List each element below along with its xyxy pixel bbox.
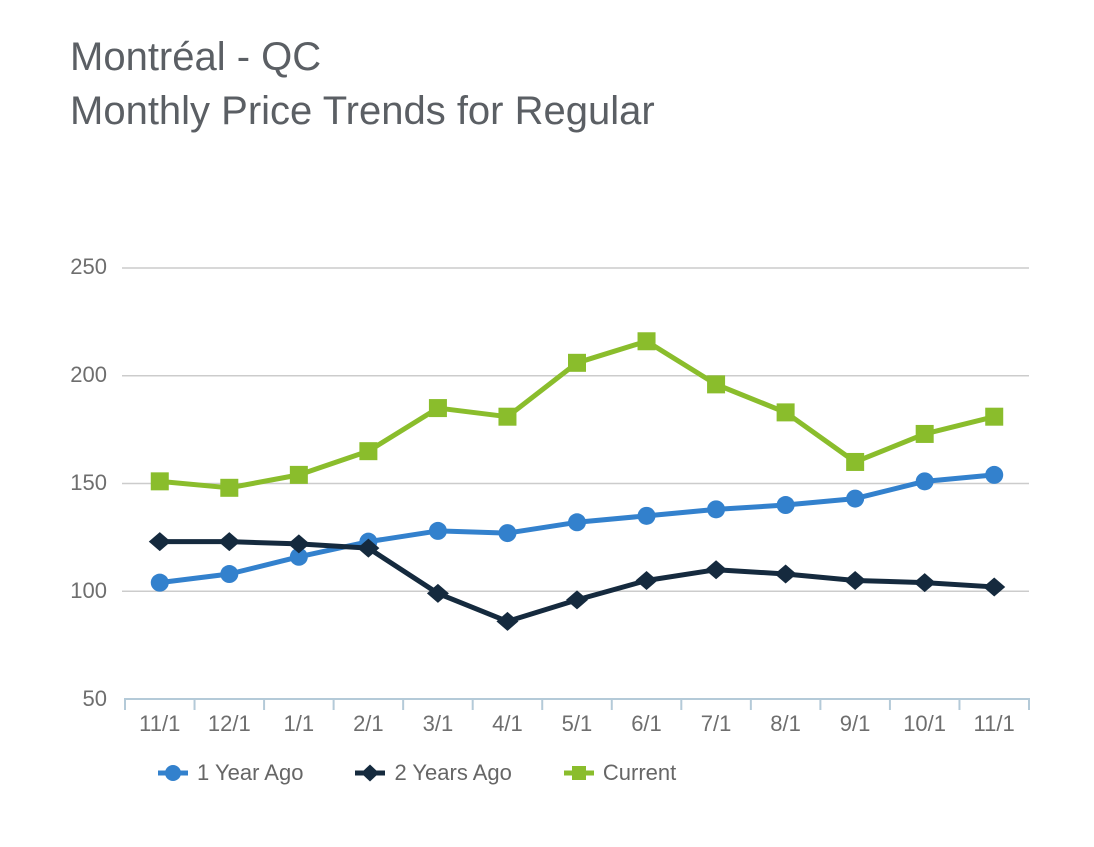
x-tick-label: 6/1 <box>631 711 662 736</box>
chart-title-location: Montréal - QC <box>70 35 322 79</box>
x-tick-label: 8/1 <box>770 711 801 736</box>
x-tick-label: 2/1 <box>353 711 384 736</box>
legend: 1 Year Ago 2 Years Ago Current <box>158 760 676 786</box>
line-circle-marker-icon <box>158 765 188 781</box>
x-tick-label: 7/1 <box>700 711 732 736</box>
x-tick-label: 1/1 <box>283 711 315 736</box>
chart-title: Montréal - QC Monthly Price Trends for R… <box>70 30 655 138</box>
legend-label: Current <box>602 760 677 785</box>
line-square-marker-icon <box>563 766 594 780</box>
y-tick-label: 250 <box>70 254 107 279</box>
x-tick-label: 12/1 <box>207 711 251 736</box>
y-tick-label: 200 <box>70 362 107 387</box>
y-tick-label: 100 <box>70 578 107 603</box>
x-tick-label: 10/1 <box>903 711 947 736</box>
x-tick-label: 4/1 <box>492 711 523 736</box>
chart-title-subject: Monthly Price Trends for Regular <box>70 89 655 133</box>
x-tick-label: 3/1 <box>422 711 454 736</box>
x-tick-label: 5/1 <box>561 711 593 736</box>
x-axis-labels: 11/1 12/1 1/1 2/1 3/1 4/1 5/1 6/1 7/1 8/… <box>125 711 1029 737</box>
x-tick-label: 11/1 <box>973 711 1015 736</box>
legend-item-1-year-ago[interactable]: 1 Year Ago <box>158 760 303 786</box>
y-tick-label: 50 <box>82 686 107 711</box>
legend-label: 2 Years Ago <box>394 760 512 785</box>
line-diamond-marker-icon <box>355 764 386 782</box>
y-tick-label: 150 <box>70 470 107 495</box>
legend-item-current[interactable]: Current <box>563 760 677 786</box>
x-tick-label: 9/1 <box>839 711 871 736</box>
legend-item-2-years-ago[interactable]: 2 Years Ago <box>355 760 512 786</box>
legend-label: 1 Year Ago <box>197 760 304 785</box>
x-tick-label: 11/1 <box>139 711 181 736</box>
